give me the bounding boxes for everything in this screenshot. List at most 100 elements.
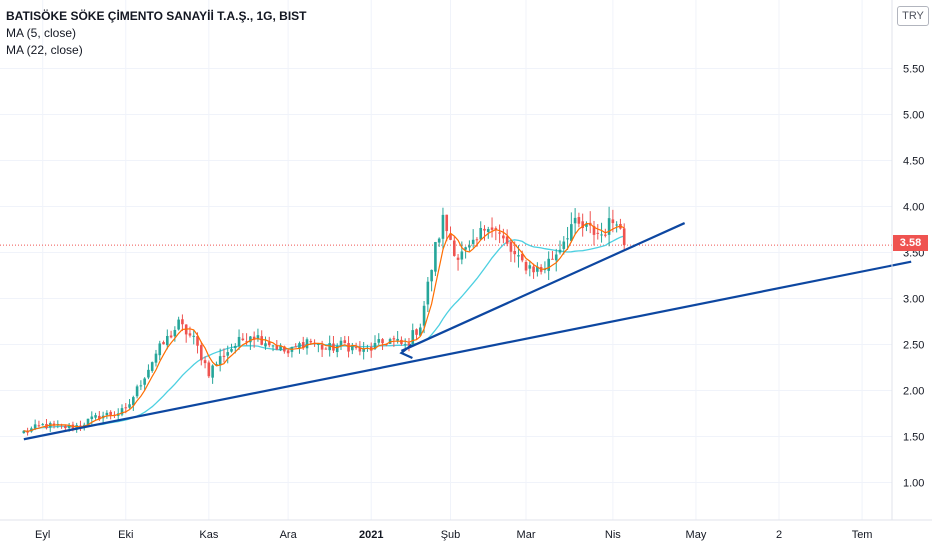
candle-body — [551, 258, 554, 260]
candle-body — [120, 408, 124, 415]
candle-body — [143, 378, 146, 385]
candle-body — [517, 255, 520, 257]
y-tick-label: 4.00 — [903, 202, 924, 214]
y-tick-label: 2.50 — [903, 340, 924, 352]
candle-body — [581, 221, 584, 229]
candle-body — [158, 343, 162, 356]
candle-body — [162, 342, 165, 345]
legend-ma22[interactable]: MA (22, close) — [6, 43, 83, 57]
candle-body — [218, 356, 222, 366]
candle-body — [241, 338, 245, 341]
candle-body — [434, 242, 437, 272]
candle-body — [460, 251, 464, 260]
candle-body — [513, 250, 516, 255]
candle-body — [245, 341, 248, 343]
y-tick-label: 2.00 — [903, 386, 924, 398]
currency-badge[interactable]: TRY — [897, 6, 929, 26]
candle-body — [67, 424, 71, 429]
y-tick-label: 3.00 — [903, 294, 924, 306]
ma5-line — [23, 222, 625, 433]
x-axis-labels[interactable]: Eyl Eki Kas Ara 2021 Şub Mar Nis May 2 Tem — [35, 529, 872, 541]
candle-body — [135, 386, 139, 397]
long-trend-line[interactable] — [23, 260, 912, 441]
candle-body — [301, 342, 305, 349]
candle-body — [249, 336, 252, 343]
candle-body — [600, 234, 603, 236]
candle-body — [294, 346, 297, 348]
candle-body — [267, 342, 271, 346]
candle-body — [192, 335, 196, 337]
candle-body — [275, 345, 279, 350]
candle-body — [150, 362, 154, 371]
candle-body — [222, 355, 226, 357]
x-tick-label: May — [686, 529, 707, 541]
candle-body — [128, 404, 131, 408]
candle-body — [562, 241, 566, 249]
candle-body — [592, 226, 596, 235]
candle-body — [105, 412, 109, 416]
candle-body — [358, 347, 362, 352]
candle-body — [75, 425, 78, 430]
y-axis-labels[interactable]: 1.001.502.002.503.003.504.004.505.005.50 — [903, 64, 924, 490]
candle-body — [260, 336, 264, 345]
candle-body — [558, 249, 562, 253]
ma5-group — [23, 222, 625, 433]
candle-body — [283, 346, 286, 352]
candle-body — [33, 424, 37, 429]
candle-body — [147, 369, 150, 378]
candle-body — [343, 340, 347, 344]
candle-body — [392, 338, 396, 340]
candle-body — [286, 350, 290, 354]
chart-legend: BATISÖKE SÖKE ÇİMENTO SANAYİİ T.A.Ş., 1G… — [6, 8, 307, 59]
candle-body — [403, 344, 407, 346]
legend-ma5[interactable]: MA (5, close) — [6, 26, 77, 40]
candle-body — [64, 425, 67, 429]
candle-body — [199, 345, 203, 361]
candle-body — [71, 424, 75, 430]
x-tick-label: Eyl — [35, 529, 50, 541]
candle-body — [279, 345, 282, 351]
candle-body — [207, 362, 211, 377]
candle-body — [41, 424, 44, 426]
candle-body — [324, 348, 328, 350]
candle-body — [211, 365, 214, 378]
candle-body — [354, 347, 358, 349]
candle-body — [615, 224, 618, 226]
candle-body — [271, 345, 275, 347]
x-tick-label: Mar — [517, 529, 536, 541]
candle-body — [139, 385, 143, 387]
candle-body — [94, 415, 97, 418]
horizontal-gridlines — [0, 68, 892, 483]
candle-body — [181, 319, 184, 325]
symbol-title[interactable]: BATISÖKE SÖKE ÇİMENTO SANAYİİ T.A.Ş., 1G… — [6, 9, 307, 23]
candle-body — [536, 266, 539, 272]
short-trend-line[interactable] — [400, 222, 686, 352]
candle-body — [483, 228, 486, 231]
x-tick-label: 2 — [776, 529, 782, 541]
candle-body — [132, 397, 135, 406]
candle-body — [532, 266, 535, 273]
candle-body — [498, 232, 501, 234]
candle-body — [577, 217, 581, 224]
candle-body — [320, 344, 324, 350]
candle-body — [509, 241, 513, 252]
candle-body — [298, 343, 301, 349]
candle-body — [471, 239, 475, 244]
candle-body — [109, 411, 112, 415]
x-tick-label: Ara — [280, 529, 298, 541]
candle-body — [169, 335, 173, 338]
candle-body — [520, 253, 524, 261]
last-price-tag: 3.58 — [893, 235, 928, 251]
candle-body — [37, 425, 41, 427]
candle-body — [339, 340, 343, 347]
candle-body — [604, 234, 607, 236]
candle-body — [456, 257, 460, 260]
candle-body — [347, 343, 350, 352]
candle-body — [373, 343, 377, 350]
candle-body — [479, 227, 483, 240]
candle-body — [415, 329, 418, 335]
candle-body — [173, 329, 177, 337]
trendlines-group[interactable] — [23, 222, 912, 441]
candle-body — [422, 305, 426, 326]
